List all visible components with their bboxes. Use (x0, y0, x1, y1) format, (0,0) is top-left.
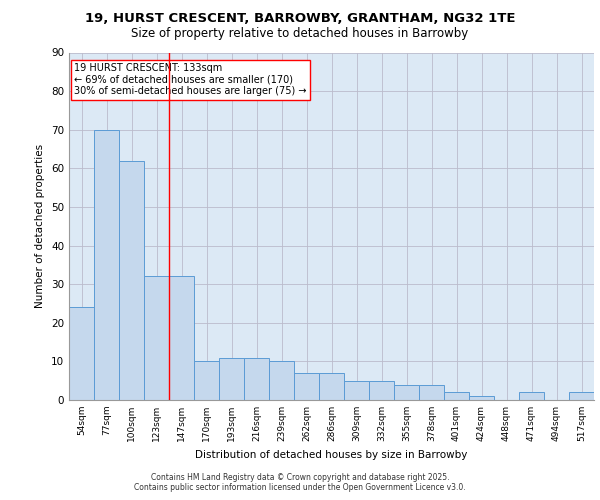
Bar (269, 362, 294, 400)
Bar (244, 358, 269, 400)
X-axis label: Distribution of detached houses by size in Barrowby: Distribution of detached houses by size … (196, 450, 467, 460)
Bar (469, 396, 494, 400)
Text: 19, HURST CRESCENT, BARROWBY, GRANTHAM, NG32 1TE: 19, HURST CRESCENT, BARROWBY, GRANTHAM, … (85, 12, 515, 26)
Bar (169, 276, 194, 400)
Bar (294, 373, 319, 400)
Y-axis label: Number of detached properties: Number of detached properties (35, 144, 46, 308)
Bar (69, 308, 94, 400)
Bar (219, 358, 244, 400)
Bar (344, 380, 369, 400)
Bar (419, 384, 444, 400)
Bar (369, 380, 394, 400)
Bar (144, 276, 169, 400)
Bar (394, 384, 419, 400)
Text: Contains HM Land Registry data © Crown copyright and database right 2025.
Contai: Contains HM Land Registry data © Crown c… (134, 473, 466, 492)
Bar (519, 392, 544, 400)
Bar (119, 160, 144, 400)
Bar (194, 362, 219, 400)
Text: 19 HURST CRESCENT: 133sqm
← 69% of detached houses are smaller (170)
30% of semi: 19 HURST CRESCENT: 133sqm ← 69% of detac… (74, 63, 307, 96)
Bar (319, 373, 344, 400)
Bar (94, 130, 119, 400)
Bar (444, 392, 469, 400)
Text: Size of property relative to detached houses in Barrowby: Size of property relative to detached ho… (131, 28, 469, 40)
Bar (569, 392, 594, 400)
